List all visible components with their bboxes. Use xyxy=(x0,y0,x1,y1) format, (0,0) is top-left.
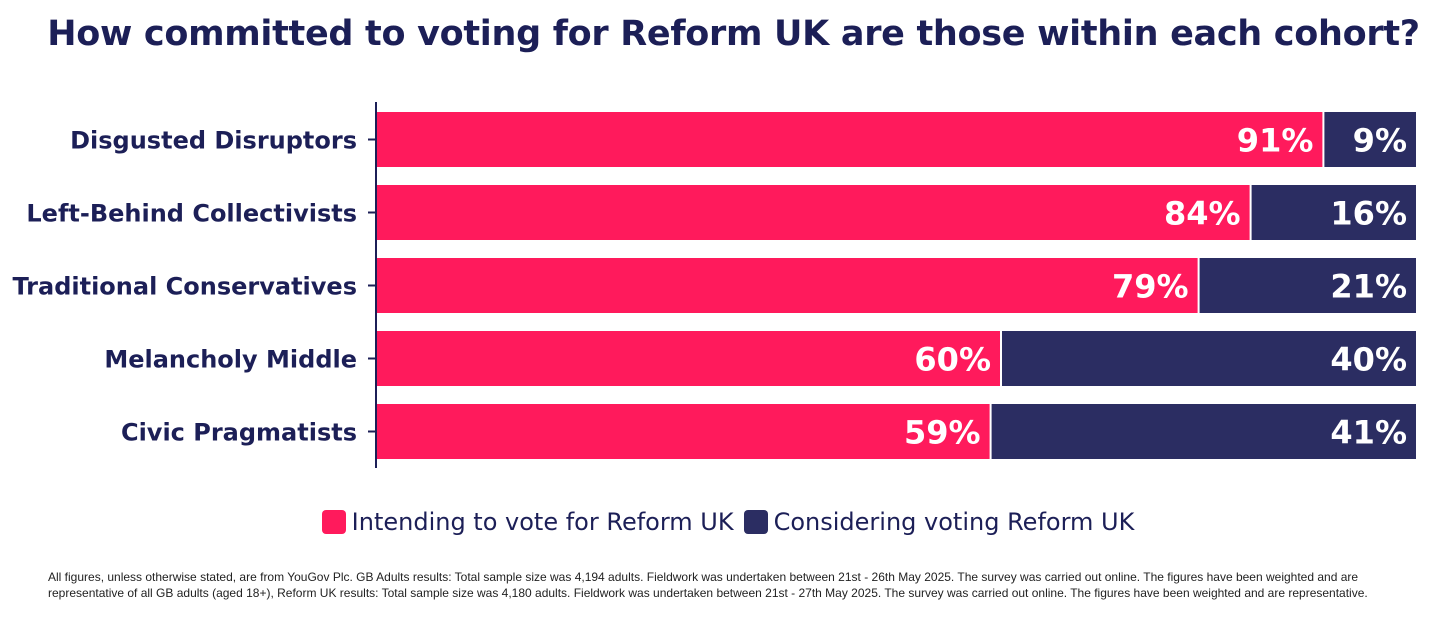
bar-intending-0 xyxy=(377,112,1323,167)
value-label-intending-3: 60% xyxy=(914,341,991,379)
value-label-considering-2: 21% xyxy=(1330,268,1407,306)
footnote: All figures, unless otherwise stated, ar… xyxy=(48,570,1368,600)
category-label-2: Traditional Conservatives xyxy=(12,273,357,301)
bar-intending-3 xyxy=(377,331,1000,386)
value-label-considering-4: 41% xyxy=(1330,414,1407,452)
value-label-considering-0: 9% xyxy=(1353,122,1407,160)
chart-legend: Intending to vote for Reform UK Consider… xyxy=(0,508,1456,536)
value-label-intending-0: 91% xyxy=(1237,122,1314,160)
value-label-considering-1: 16% xyxy=(1330,195,1407,233)
legend-item-considering: Considering voting Reform UK xyxy=(743,508,1135,536)
bar-considering-0 xyxy=(1324,112,1416,167)
bar-considering-4 xyxy=(991,404,1416,459)
category-label-3: Melancholy Middle xyxy=(104,346,357,374)
category-label-1: Left-Behind Collectivists xyxy=(26,200,357,228)
chart-title: How committed to voting for Reform UK ar… xyxy=(47,14,1420,54)
value-label-intending-1: 84% xyxy=(1164,195,1241,233)
value-label-intending-2: 79% xyxy=(1112,268,1189,306)
legend-swatch-considering xyxy=(743,510,768,534)
category-label-0: Disgusted Disruptors xyxy=(70,127,357,155)
value-label-considering-3: 40% xyxy=(1330,341,1407,379)
bar-intending-2 xyxy=(377,258,1198,313)
legend-item-intending: Intending to vote for Reform UK xyxy=(321,508,734,536)
bar-considering-3 xyxy=(1002,331,1416,386)
category-label-4: Civic Pragmatists xyxy=(121,419,357,447)
legend-label-intending: Intending to vote for Reform UK xyxy=(351,508,734,536)
legend-swatch-intending xyxy=(321,510,346,534)
bar-intending-4 xyxy=(377,404,990,459)
bar-considering-1 xyxy=(1251,185,1416,240)
chart-plot: Disgusted Disruptors 91% 9% Left-Behind Col… xyxy=(12,102,1416,468)
value-label-intending-4: 59% xyxy=(904,414,981,452)
legend-label-considering: Considering voting Reform UK xyxy=(773,508,1135,536)
bar-considering-2 xyxy=(1199,258,1416,313)
bar-intending-1 xyxy=(377,185,1250,240)
